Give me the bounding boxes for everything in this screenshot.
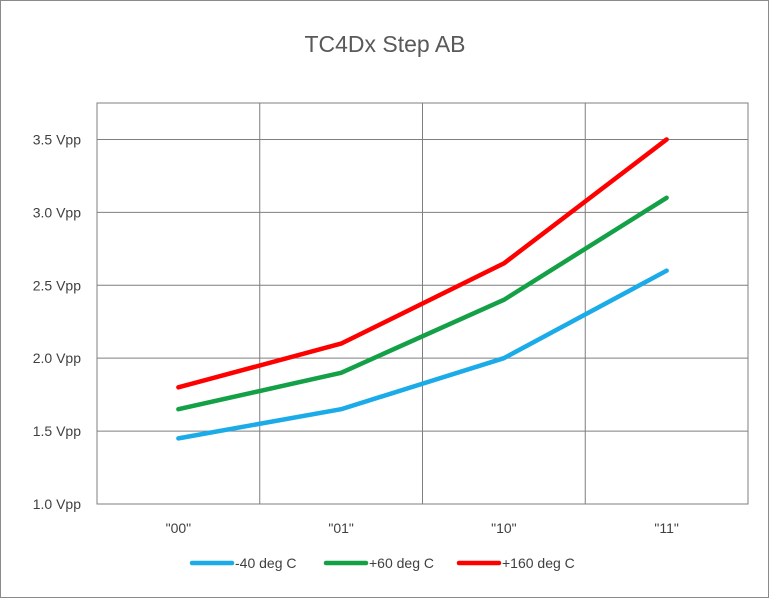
legend: -40 deg C +60 deg C +160 deg C [189, 555, 575, 571]
y-tick-label: 2.0 Vpp [33, 350, 81, 366]
y-tick-label: 3.0 Vpp [33, 204, 81, 220]
x-tick-label: "10" [491, 520, 517, 536]
series-lines [176, 137, 669, 441]
legend-label: +60 deg C [369, 555, 434, 571]
series-line-3 [176, 137, 669, 390]
legend-label: -40 deg C [235, 555, 296, 571]
x-tick-label: "01" [328, 520, 354, 536]
series-line-1 [176, 268, 669, 441]
chart-title: TC4Dx Step AB [304, 31, 465, 57]
y-tick-label: 1.5 Vpp [33, 423, 81, 439]
x-tick-label: "00" [166, 520, 192, 536]
series-line-2 [176, 195, 669, 412]
x-axis-ticks: "00" "01" "10" "11" [166, 520, 679, 536]
legend-label: +160 deg C [502, 555, 575, 571]
y-tick-label: 2.5 Vpp [33, 277, 81, 293]
y-tick-label: 3.5 Vpp [33, 131, 81, 147]
y-axis-ticks: 1.0 Vpp 1.5 Vpp 2.0 Vpp 2.5 Vpp 3.0 Vpp 3.5 V… [33, 131, 81, 512]
y-tick-label: 1.0 Vpp [33, 496, 81, 512]
x-tick-label: "11" [654, 520, 679, 536]
